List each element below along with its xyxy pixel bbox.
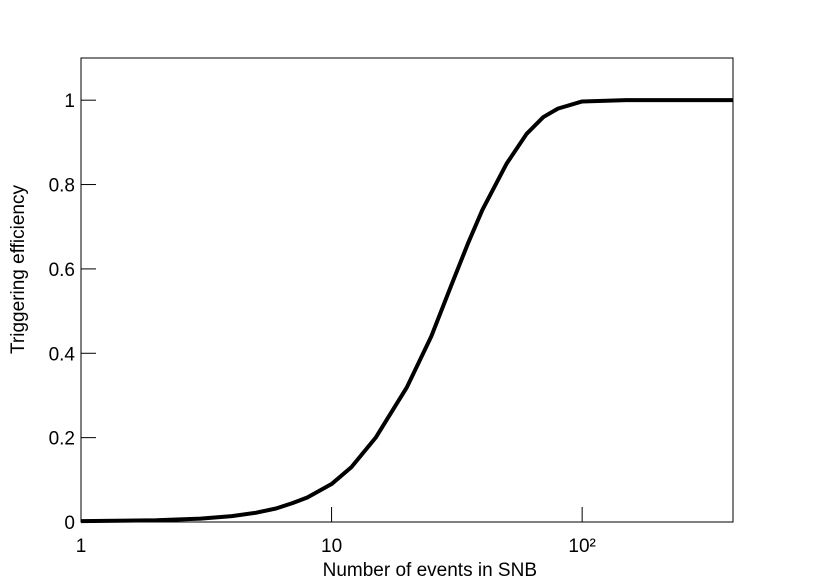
y-tick-label: 0.8 [49, 176, 75, 197]
x-tick-label: 1 [76, 536, 87, 557]
y-tick-label: 0 [64, 513, 75, 534]
y-tick-label: 0.4 [49, 344, 76, 365]
y-tick-label: 1 [64, 91, 75, 112]
y-tick-label: 0.6 [49, 260, 75, 281]
y-tick-label: 0.2 [49, 429, 75, 450]
efficiency-curve [80, 98, 733, 524]
x-tick-label: 10 [321, 536, 342, 557]
x-axis-title: Number of events in SNB [323, 560, 537, 581]
plot-frame [80, 57, 734, 523]
x-tick-label: 10² [568, 536, 595, 557]
y-axis-title: Triggering efficiency [8, 185, 29, 354]
